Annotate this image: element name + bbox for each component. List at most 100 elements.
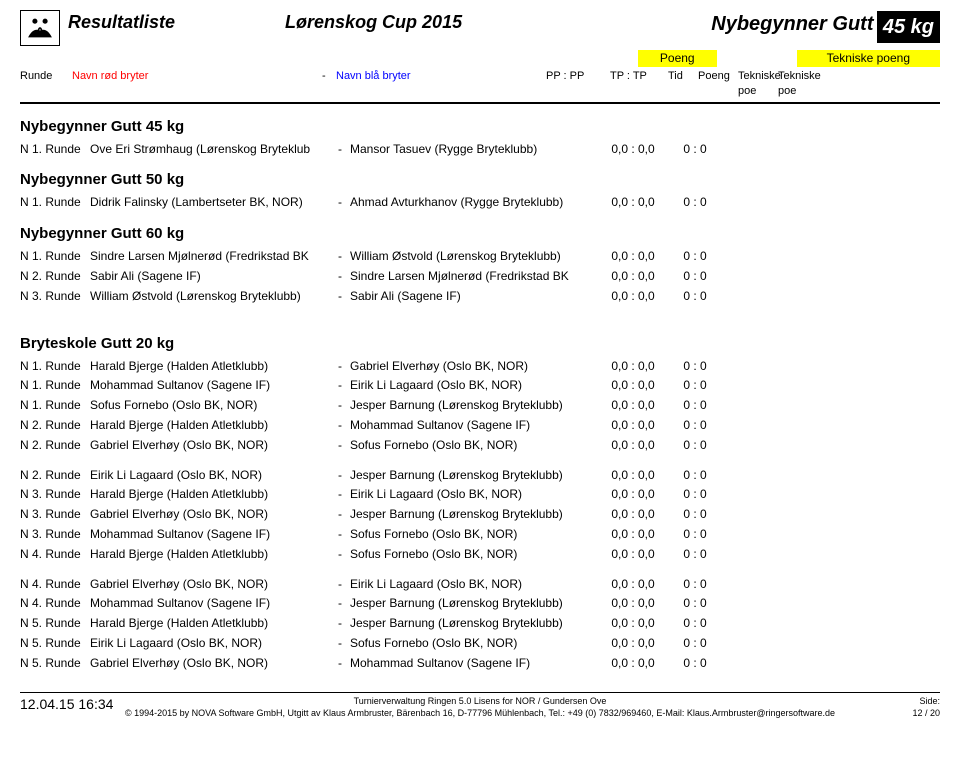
pp-left: 0,0 [592,437,628,454]
pp-colon: : [628,467,638,484]
groups-container: Nybegynner Gutt 45 kgN 1. RundeOve Eri S… [20,116,940,672]
round-label: N 4. Runde [20,576,90,593]
match-row: N 4. RundeGabriel Elverhøy (Oslo BK, NOR… [20,576,940,593]
poeng-header: Poeng [638,50,717,67]
tp-colon: : [690,141,700,158]
pp-colon: : [628,288,638,305]
match-row: N 2. RundeEirik Li Lagaard (Oslo BK, NOR… [20,467,940,484]
tp-left: 0 [668,397,690,414]
tp-left: 0 [668,268,690,285]
tp-left: 0 [668,615,690,632]
match-row: N 1. RundeHarald Bjerge (Halden Atletklu… [20,358,940,375]
fighter-red: Sabir Ali (Sagene IF) [90,268,338,285]
pp-left: 0,0 [592,655,628,672]
match-row: N 5. RundeHarald Bjerge (Halden Atletklu… [20,615,940,632]
round-label: N 3. Runde [20,526,90,543]
tp-left: 0 [668,526,690,543]
vs-dash: - [338,635,350,652]
fighter-blue: Eirik Li Lagaard (Oslo BK, NOR) [350,377,592,394]
match-row: N 1. RundeMohammad Sultanov (Sagene IF)-… [20,377,940,394]
row-gap [20,457,940,467]
tp-right: 0 [700,141,722,158]
tp-left: 0 [668,467,690,484]
fighter-red: Gabriel Elverhøy (Oslo BK, NOR) [90,655,338,672]
tp-left: 0 [668,248,690,265]
pp-colon: : [628,655,638,672]
pp-left: 0,0 [592,467,628,484]
tp-right: 0 [700,467,722,484]
pp-left: 0,0 [592,248,628,265]
col-pp: PP : PP [546,69,610,100]
pp-left: 0,0 [592,526,628,543]
vs-dash: - [338,595,350,612]
pp-left: 0,0 [592,358,628,375]
pp-left: 0,0 [592,546,628,563]
pp-right: 0,0 [638,141,668,158]
round-label: N 3. Runde [20,288,90,305]
fighter-red: Gabriel Elverhøy (Oslo BK, NOR) [90,576,338,593]
pp-colon: : [628,248,638,265]
tp-left: 0 [668,506,690,523]
weight-badge: 45 kg [877,11,940,43]
tp-right: 0 [700,576,722,593]
tp-left: 0 [668,546,690,563]
pp-right: 0,0 [638,635,668,652]
fighter-red: Ove Eri Strømhaug (Lørenskog Bryteklub [90,141,338,158]
fighter-blue: Mohammad Sultanov (Sagene IF) [350,417,592,434]
round-label: N 1. Runde [20,397,90,414]
fighter-blue: Sindre Larsen Mjølnerød (Fredrikstad BK [350,268,592,285]
match-row: N 1. RundeSofus Fornebo (Oslo BK, NOR)-J… [20,397,940,414]
tp-colon: : [690,526,700,543]
pp-right: 0,0 [638,546,668,563]
match-row: N 5. RundeEirik Li Lagaard (Oslo BK, NOR… [20,635,940,652]
tp-colon: : [690,397,700,414]
pp-right: 0,0 [638,615,668,632]
tekniske-header: Tekniske poeng [797,50,940,67]
round-label: N 3. Runde [20,486,90,503]
fighter-blue: Jesper Barnung (Lørenskog Bryteklubb) [350,615,592,632]
pp-colon: : [628,397,638,414]
group-title: Bryteskole Gutt 20 kg [20,333,940,354]
col-runde: Runde [20,69,72,100]
tp-left: 0 [668,595,690,612]
vs-dash: - [338,655,350,672]
round-label: N 1. Runde [20,141,90,158]
fighter-red: Harald Bjerge (Halden Atletklubb) [90,417,338,434]
fighter-red: Sofus Fornebo (Oslo BK, NOR) [90,397,338,414]
fighter-blue: Sofus Fornebo (Oslo BK, NOR) [350,437,592,454]
fighter-blue: Jesper Barnung (Lørenskog Bryteklubb) [350,506,592,523]
match-row: N 3. RundeMohammad Sultanov (Sagene IF)-… [20,526,940,543]
pp-right: 0,0 [638,268,668,285]
round-label: N 1. Runde [20,194,90,211]
round-label: N 2. Runde [20,417,90,434]
tp-colon: : [690,546,700,563]
tp-right: 0 [700,635,722,652]
fighter-blue: Sofus Fornebo (Oslo BK, NOR) [350,635,592,652]
match-row: N 1. RundeDidrik Falinsky (Lambertseter … [20,194,940,211]
pp-left: 0,0 [592,615,628,632]
footer-line2: © 1994-2015 by NOVA Software GmbH, Utgit… [20,707,940,720]
pp-right: 0,0 [638,194,668,211]
vs-dash: - [338,288,350,305]
fighter-blue: Mohammad Sultanov (Sagene IF) [350,655,592,672]
tp-colon: : [690,467,700,484]
round-label: N 1. Runde [20,358,90,375]
event-name: Lørenskog Cup 2015 [285,10,462,35]
fighter-red: Harald Bjerge (Halden Atletklubb) [90,358,338,375]
tp-right: 0 [700,615,722,632]
group-title: Nybegynner Gutt 45 kg [20,116,940,137]
vs-dash: - [338,506,350,523]
pp-left: 0,0 [592,506,628,523]
col-teknisk1: Tekniske poe [738,69,778,100]
vs-dash: - [338,615,350,632]
fighter-blue: Jesper Barnung (Lørenskog Bryteklubb) [350,467,592,484]
col-blue-fighter: Navn blå bryter [336,69,546,100]
pp-colon: : [628,546,638,563]
fighter-blue: Mansor Tasuev (Rygge Bryteklubb) [350,141,592,158]
pp-colon: : [628,268,638,285]
tp-right: 0 [700,595,722,612]
tp-colon: : [690,194,700,211]
tp-left: 0 [668,655,690,672]
pp-colon: : [628,615,638,632]
fighter-red: Mohammad Sultanov (Sagene IF) [90,595,338,612]
